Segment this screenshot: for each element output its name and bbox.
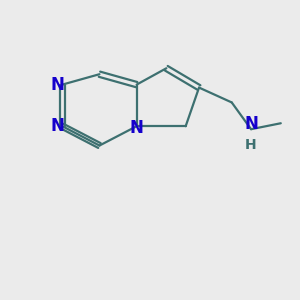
Text: H: H [245,138,257,152]
Text: N: N [244,115,258,133]
Text: N: N [51,117,65,135]
Text: N: N [130,119,144,137]
Text: N: N [51,76,65,94]
